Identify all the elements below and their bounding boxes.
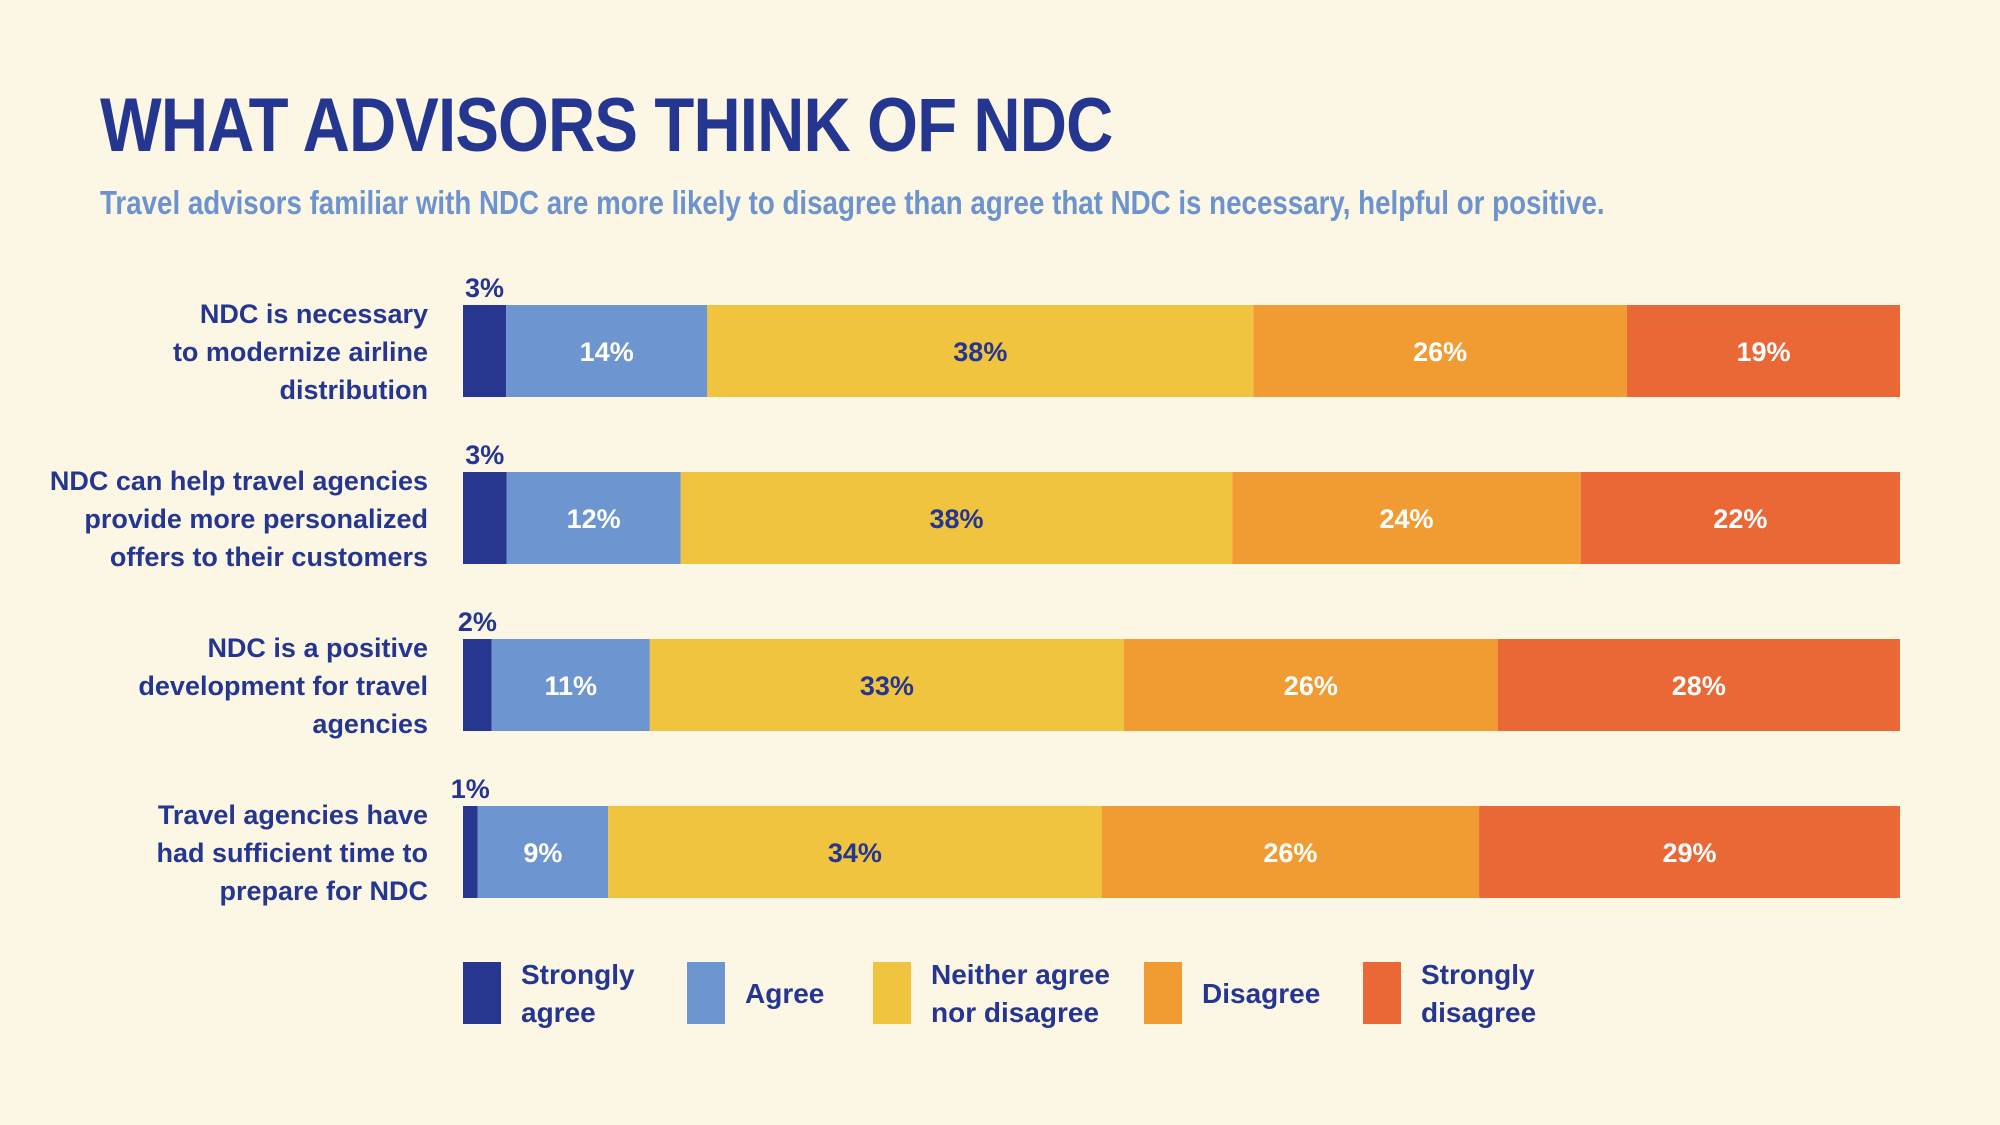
bar-segment — [680, 472, 1233, 564]
legend-item: Agree — [687, 962, 824, 1024]
bar-segment — [1232, 472, 1581, 564]
category-label-line: distribution — [280, 375, 428, 405]
legend-item: Disagree — [1144, 962, 1320, 1024]
category-label-line: agencies — [312, 709, 428, 739]
legend-item: Neither agree nor disagree — [873, 959, 1110, 1028]
category-label-line: Travel agencies have — [158, 800, 428, 830]
data-label: 3% — [465, 440, 504, 470]
bar-segment — [1479, 806, 1900, 898]
legend-label-line: agree — [521, 997, 596, 1028]
category-label-line: development for travel — [138, 671, 428, 701]
chart-subtitle: Travel advisors familiar with NDC are mo… — [100, 184, 1605, 221]
data-label: 22% — [1713, 504, 1767, 534]
data-label: 26% — [1284, 671, 1338, 701]
data-label: 2% — [458, 607, 497, 637]
legend-swatch — [873, 962, 911, 1024]
legend-label-line: Strongly — [1421, 959, 1535, 990]
data-label: 33% — [860, 671, 914, 701]
data-label: 11% — [544, 671, 597, 701]
bar-segment — [707, 305, 1254, 397]
category-label-line: offers to their customers — [110, 542, 428, 572]
data-label: 28% — [1672, 671, 1726, 701]
category-label-line: prepare for NDC — [219, 876, 428, 906]
category-label-line: provide more personalized — [84, 504, 428, 534]
category-label-line: NDC can help travel agencies — [50, 466, 428, 496]
category-label: Travel agencies have had sufficient time … — [156, 800, 428, 906]
legend-label: Neither agree nor disagree — [931, 959, 1110, 1028]
bar-segment — [491, 639, 650, 731]
data-label: 24% — [1379, 504, 1433, 534]
bar-segment — [463, 806, 478, 898]
legend-label-line: nor disagree — [931, 997, 1099, 1028]
bar-segment — [463, 305, 507, 397]
category-label: NDC is a positive development for travel a… — [138, 633, 428, 739]
legend-label: Strongly disagree — [1421, 959, 1536, 1028]
bar-segment — [506, 305, 708, 397]
bar-segment — [463, 472, 507, 564]
bar-segment — [1101, 806, 1480, 898]
legend-item: Strongly disagree — [1363, 959, 1536, 1028]
data-label: 26% — [1263, 838, 1317, 868]
category-label: NDC can help travel agencies provide more… — [50, 466, 428, 572]
chart-title: WHAT ADVISORS THINK OF NDC — [100, 83, 1113, 168]
legend-swatch — [463, 962, 501, 1024]
legend-swatch — [687, 962, 725, 1024]
legend-swatch — [1144, 962, 1182, 1024]
bar-segment — [1497, 639, 1900, 731]
bar-segment — [1253, 305, 1627, 397]
bar-segment — [506, 472, 681, 564]
bar-segment — [463, 639, 492, 731]
bar-segment — [649, 639, 1125, 731]
legend-label-line: disagree — [1421, 997, 1536, 1028]
data-label: 14% — [580, 337, 634, 367]
bar-segment — [608, 806, 1102, 898]
legend-label-line: Agree — [745, 978, 824, 1009]
data-label: 29% — [1663, 838, 1717, 868]
bar-segment — [1580, 472, 1900, 564]
data-label: 26% — [1413, 337, 1467, 367]
legend-label: Strongly agree — [521, 959, 635, 1028]
data-label: 38% — [929, 504, 983, 534]
bars-group: NDC is necessary to modernize airline dist… — [50, 273, 1900, 906]
data-label: 9% — [523, 838, 562, 868]
category-label-line: had sufficient time to — [156, 838, 428, 868]
bar-segment — [477, 806, 609, 898]
legend-label-line: Strongly — [521, 959, 635, 990]
data-label: 34% — [828, 838, 882, 868]
bar-segment — [1124, 639, 1498, 731]
legend-label-line: Neither agree — [931, 959, 1110, 990]
bar-segment — [1626, 305, 1900, 397]
data-label: 19% — [1736, 337, 1790, 367]
legend-label-line: Disagree — [1202, 978, 1320, 1009]
category-label-line: NDC is necessary — [200, 299, 428, 329]
category-label: NDC is necessary to modernize airline dist… — [173, 299, 428, 405]
legend-swatch — [1363, 962, 1401, 1024]
legend: Strongly agree Agree Neither agree nor disag… — [463, 959, 1536, 1028]
data-label: 12% — [567, 504, 621, 534]
category-label-line: NDC is a positive — [207, 633, 428, 663]
data-label: 1% — [451, 774, 490, 804]
data-label: 3% — [465, 273, 504, 303]
category-label-line: to modernize airline — [173, 337, 428, 367]
legend-item: Strongly agree — [463, 959, 635, 1028]
legend-label: Agree — [745, 978, 824, 1009]
legend-label: Disagree — [1202, 978, 1320, 1009]
data-label: 38% — [953, 337, 1007, 367]
